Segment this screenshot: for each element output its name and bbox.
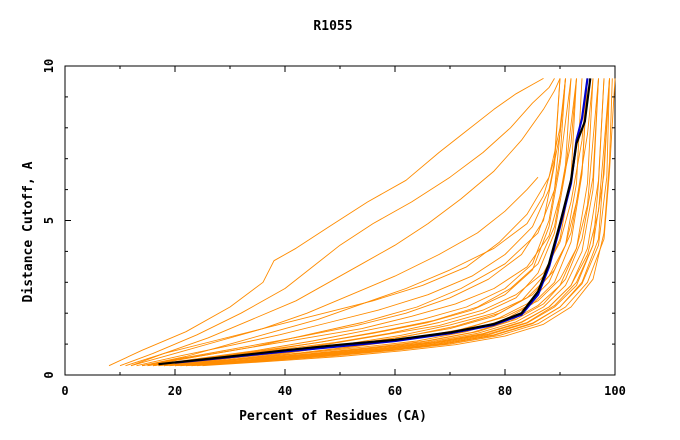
series-line-model-14 [174,78,599,367]
series-line-model-27 [185,78,605,367]
series-layer [108,78,616,367]
series-line-model-03 [130,78,561,367]
x-tick-label: 0 [61,384,68,398]
y-tick-label: 0 [42,371,56,378]
y-tick-label: 5 [42,217,56,224]
y-axis-label: Distance Cutoff, A [21,161,36,302]
series-line-model-25 [141,78,561,367]
series-line-model-01 [108,78,544,367]
chart-title: R1055 [313,19,352,34]
series-line-model-08 [152,78,572,367]
series-line-model-13 [174,78,594,367]
x-axis-label: Percent of Residues (CA) [239,409,427,424]
series-line-model-23 [180,78,610,367]
series-line-model-12 [169,78,588,367]
series-line-model-22 [169,78,599,367]
series-line-model-31 [152,78,572,367]
x-tick-label: 100 [604,384,626,398]
series-line-model-04 [130,176,539,367]
x-tick-label: 80 [498,384,512,398]
series-line-model-21 [136,78,566,367]
x-tick-label: 60 [388,384,402,398]
series-line-model-24 [196,78,616,367]
series-line-model-29 [174,78,599,367]
x-tick-label: 20 [168,384,182,398]
series-line-model-07 [147,78,566,367]
series-line-model-19 [152,78,588,367]
series-line-model-26 [163,78,588,367]
series-line-highlight-black [158,78,592,366]
tick-layer: 0 20 40 60 80 100 0 5 10 [42,59,626,398]
y-tick-label: 10 [42,59,56,73]
series-line-model-30 [202,78,613,367]
x-tick-label: 40 [278,384,292,398]
series-line-model-02 [119,78,555,367]
series-line-model-32 [191,78,610,367]
series-line-model-10 [163,78,577,367]
series-line-model-28 [125,78,566,367]
series-line-model-05 [141,78,561,367]
